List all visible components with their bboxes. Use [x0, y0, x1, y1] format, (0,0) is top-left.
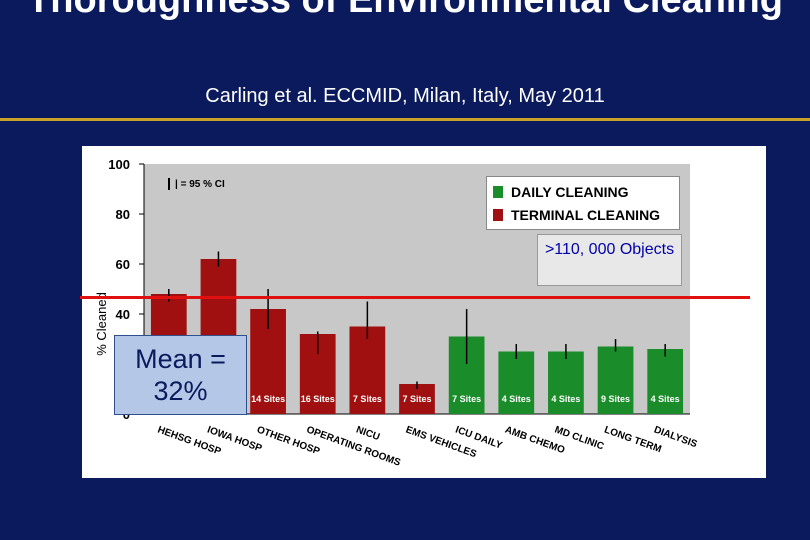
reference-line: [80, 296, 750, 299]
legend-label-daily: DAILY CLEANING: [511, 184, 629, 200]
site-count-label: 9 Sites: [601, 394, 630, 404]
y-tick-label: 80: [116, 207, 130, 222]
y-tick-label: 100: [108, 157, 130, 172]
bar: [548, 351, 584, 414]
site-count-label: 4 Sites: [651, 394, 680, 404]
decorative-rule: [0, 118, 810, 121]
objects-callout: >110, 000 Objects: [537, 234, 682, 286]
site-count-label: 14 Sites: [251, 394, 285, 404]
site-count-label: 4 Sites: [502, 394, 531, 404]
bar: [349, 326, 386, 414]
y-tick-label: 60: [116, 257, 130, 272]
legend-item-terminal: TERMINAL CLEANING: [493, 205, 660, 225]
ci-legend-icon: [168, 178, 170, 190]
site-count-label: 7 Sites: [452, 394, 481, 404]
legend-swatch-terminal: [493, 209, 503, 221]
site-count-label: 16 Sites: [301, 394, 335, 404]
legend-item-daily: DAILY CLEANING: [493, 182, 628, 202]
chart-legend: DAILY CLEANING TERMINAL CLEANING: [486, 176, 680, 230]
bar: [597, 346, 634, 414]
mean-callout: Mean = 32%: [114, 335, 247, 415]
site-count-label: 7 Sites: [353, 394, 382, 404]
legend-swatch-daily: [493, 186, 503, 198]
ci-legend-label: | = 95 % CI: [175, 178, 225, 190]
y-axis-label: % Cleaned: [94, 292, 109, 356]
site-count-label: 4 Sites: [551, 394, 580, 404]
site-count-label: 7 Sites: [402, 394, 431, 404]
legend-label-terminal: TERMINAL CLEANING: [511, 207, 661, 223]
bar: [498, 351, 535, 414]
y-tick-label: 40: [116, 307, 130, 322]
bar: [647, 349, 684, 414]
category-label: NICU: [354, 424, 381, 443]
slide-title: Thoroughness of Environmental Cleaning: [27, 0, 783, 21]
ci-legend: | = 95 % CI: [168, 178, 225, 190]
slide-subtitle: Carling et al. ECCMID, Milan, Italy, May…: [205, 85, 605, 107]
